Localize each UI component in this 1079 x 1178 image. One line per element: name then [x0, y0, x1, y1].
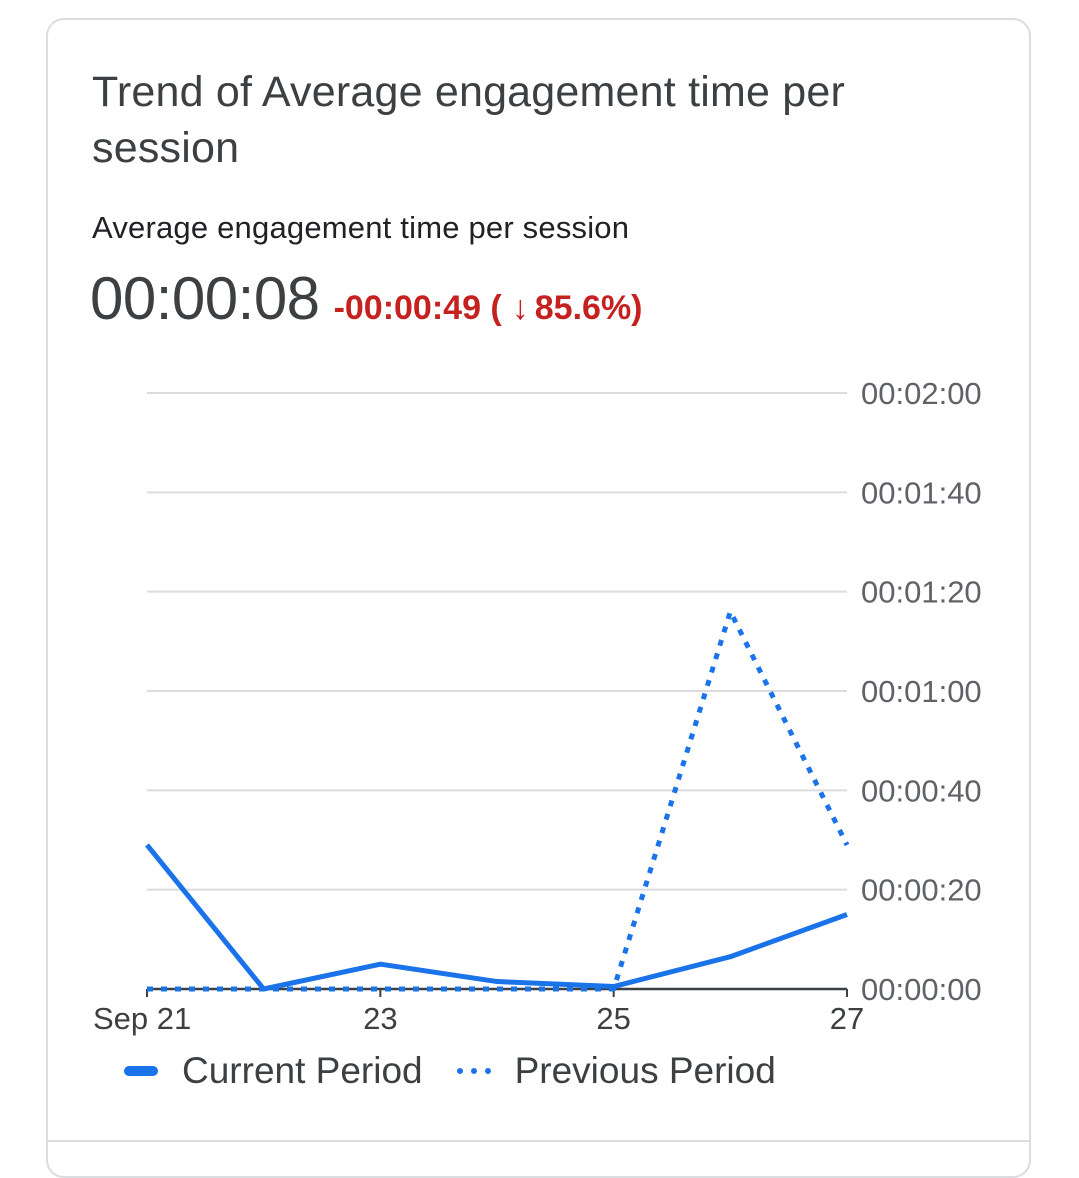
series-line-current-period	[147, 845, 847, 989]
legend-swatch-solid-icon	[124, 1066, 158, 1076]
legend-label-current-period: Current Period	[182, 1050, 423, 1092]
legend-label-previous-period: Previous Period	[515, 1050, 776, 1092]
y-tick-label: 00:01:20	[861, 575, 982, 610]
x-tick-label: 25	[596, 1001, 630, 1036]
y-tick-label: 00:01:40	[861, 475, 982, 510]
line-chart: 00:00:00 00:00:20 00:00:40 00:01:00 00:01:20…	[0, 0, 1079, 1148]
y-tick-label: 00:00:00	[861, 972, 982, 1007]
x-tick-label: 23	[363, 1001, 397, 1036]
y-tick-label: 00:00:20	[861, 873, 982, 908]
x-tick-label: 27	[830, 1001, 864, 1036]
card-divider	[46, 1140, 1031, 1142]
y-tick-label: 00:00:40	[861, 773, 982, 808]
chart-legend: Current Period Previous Period	[124, 1050, 810, 1092]
y-tick-label: 00:01:00	[861, 674, 982, 709]
legend-item-previous-period[interactable]: Previous Period	[457, 1050, 776, 1092]
x-tick-label: Sep 21	[93, 1001, 191, 1036]
legend-item-current-period[interactable]: Current Period	[124, 1050, 423, 1092]
series-line-previous-period	[147, 612, 847, 989]
legend-swatch-dotted-icon	[457, 1068, 491, 1074]
y-tick-label: 00:02:00	[861, 376, 982, 411]
